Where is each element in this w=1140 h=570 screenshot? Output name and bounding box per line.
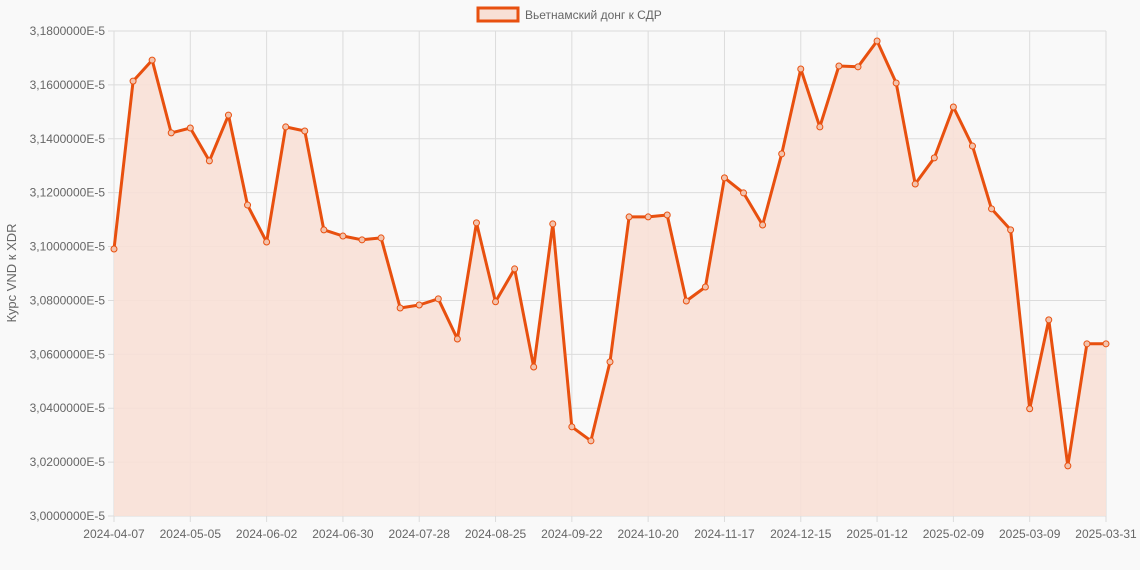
data-point[interactable]: [244, 201, 252, 209]
data-point[interactable]: [396, 304, 404, 312]
data-point[interactable]: [186, 124, 194, 132]
data-point[interactable]: [224, 111, 232, 119]
y-tick-label: 3,0800000E-5: [30, 293, 106, 307]
legend-swatch[interactable]: [476, 6, 520, 23]
data-point[interactable]: [205, 157, 213, 165]
data-point[interactable]: [968, 142, 976, 150]
x-tick-label: 2024-07-28: [389, 527, 451, 541]
data-point[interactable]: [129, 77, 137, 85]
data-point[interactable]: [587, 437, 595, 445]
data-point[interactable]: [1007, 226, 1015, 234]
y-tick-label: 3,0200000E-5: [30, 455, 106, 469]
y-axis-tick-labels: 3,1800000E-5 3,1600000E-5 3,1400000E-5 3,12…: [30, 24, 106, 523]
data-point[interactable]: [682, 297, 690, 305]
y-tick-label: 3,1800000E-5: [30, 24, 106, 38]
y-tick-label: 3,1000000E-5: [30, 240, 106, 254]
data-point[interactable]: [740, 189, 748, 197]
x-axis-tick-labels: 2024-04-07 2024-05-05 2024-06-02 2024-06-30…: [83, 527, 1137, 541]
x-tick-label: 2025-01-12: [846, 527, 908, 541]
y-tick-label: 3,1400000E-5: [30, 132, 106, 146]
data-point[interactable]: [1083, 340, 1091, 348]
data-point[interactable]: [511, 265, 519, 273]
data-point[interactable]: [759, 221, 767, 229]
data-point[interactable]: [930, 154, 938, 162]
data-point[interactable]: [263, 238, 271, 246]
data-point[interactable]: [1045, 316, 1053, 324]
data-point[interactable]: [816, 123, 824, 131]
data-point[interactable]: [892, 79, 900, 87]
data-point[interactable]: [644, 213, 652, 221]
x-tick-label: 2024-06-30: [312, 527, 374, 541]
data-point[interactable]: [472, 219, 480, 227]
data-point[interactable]: [148, 56, 156, 64]
x-tick-label: 2024-12-15: [770, 527, 832, 541]
data-point[interactable]: [453, 335, 461, 343]
x-tick-label: 2025-03-31: [1075, 527, 1137, 541]
data-point[interactable]: [358, 236, 366, 244]
y-tick-label: 3,0400000E-5: [30, 401, 106, 415]
y-tick-label: 3,1600000E-5: [30, 78, 106, 92]
data-point[interactable]: [549, 220, 557, 228]
data-point[interactable]: [339, 232, 347, 240]
x-tick-label: 2024-06-02: [236, 527, 298, 541]
data-point[interactable]: [282, 123, 290, 131]
y-axis-label: Курс VND к XDR: [4, 223, 19, 322]
data-point[interactable]: [301, 127, 309, 135]
data-point[interactable]: [415, 301, 423, 309]
series-area-fill: [114, 41, 1106, 516]
data-point[interactable]: [911, 180, 919, 188]
data-point[interactable]: [663, 211, 671, 219]
data-point[interactable]: [167, 129, 175, 137]
data-point[interactable]: [720, 174, 728, 182]
data-point[interactable]: [377, 234, 385, 242]
x-tick-label: 2024-04-07: [83, 527, 145, 541]
data-point[interactable]: [1026, 405, 1034, 413]
data-point[interactable]: [835, 62, 843, 70]
data-point[interactable]: [701, 283, 709, 291]
x-tick-label: 2025-03-09: [999, 527, 1061, 541]
x-tick-label: 2024-10-20: [617, 527, 679, 541]
legend-item[interactable]: Вьетнамский донг к СДР: [476, 6, 662, 23]
x-tick-label: 2024-09-22: [541, 527, 603, 541]
data-point[interactable]: [568, 423, 576, 431]
data-point[interactable]: [797, 65, 805, 73]
data-point[interactable]: [873, 37, 881, 45]
x-tick-label: 2024-11-17: [694, 527, 755, 541]
x-tick-label: 2024-08-25: [465, 527, 527, 541]
data-point[interactable]: [1064, 462, 1072, 470]
data-point[interactable]: [988, 205, 996, 213]
legend-label[interactable]: Вьетнамский донг к СДР: [525, 8, 662, 22]
x-tick-label: 2025-02-09: [923, 527, 985, 541]
y-tick-label: 3,0600000E-5: [30, 347, 106, 361]
data-point[interactable]: [625, 213, 633, 221]
data-point[interactable]: [492, 298, 500, 306]
data-point[interactable]: [949, 103, 957, 111]
data-point[interactable]: [1102, 340, 1110, 348]
data-point[interactable]: [434, 295, 442, 303]
data-point[interactable]: [530, 363, 538, 371]
data-point[interactable]: [320, 226, 328, 234]
series-points: [110, 37, 1110, 470]
x-tick-label: 2024-05-05: [160, 527, 222, 541]
y-tick-label: 3,0000000E-5: [30, 509, 106, 523]
data-point[interactable]: [778, 150, 786, 158]
y-tick-label: 3,1200000E-5: [30, 186, 106, 200]
data-point[interactable]: [110, 245, 118, 253]
data-point[interactable]: [854, 63, 862, 71]
data-point[interactable]: [606, 358, 614, 366]
